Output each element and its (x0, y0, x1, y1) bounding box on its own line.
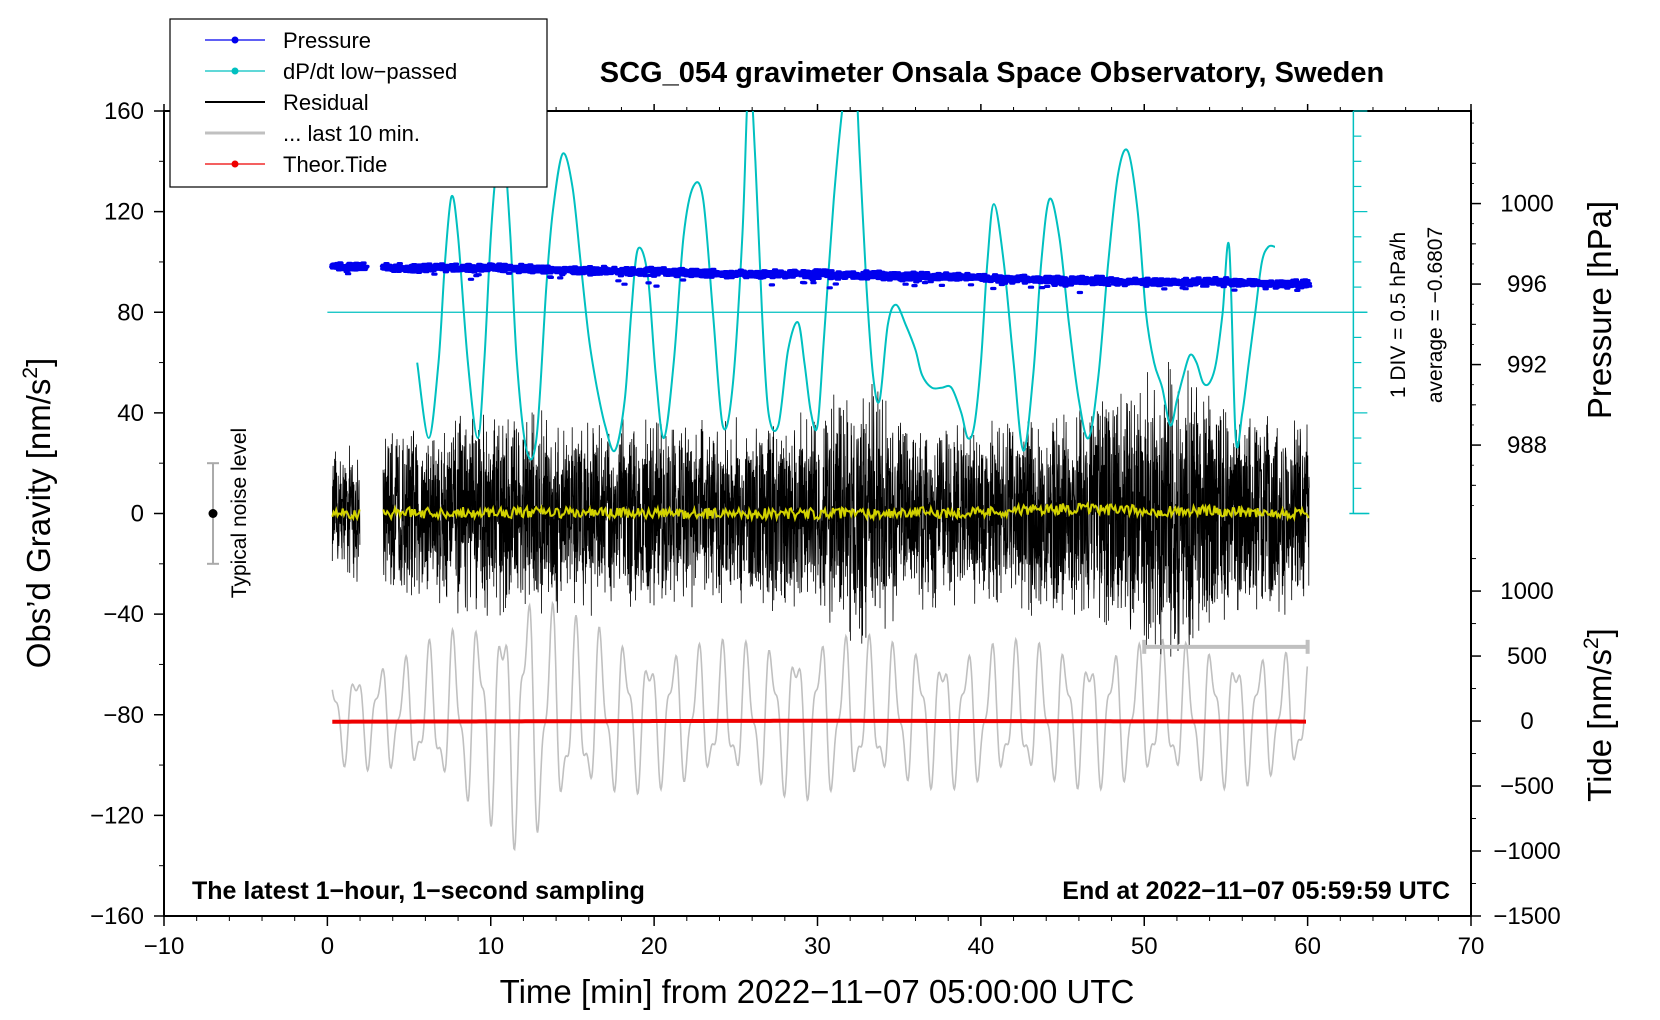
y-tick-label: 40 (117, 400, 144, 427)
series-last-10-min (331, 600, 1309, 852)
legend-marker (231, 36, 239, 44)
pressure-dots (329, 261, 1313, 295)
x-tick-label: 40 (968, 933, 995, 960)
x-tick-label: 30 (804, 933, 831, 960)
y-axis-tide-title: Tide [nm/s2] (1580, 628, 1618, 802)
tide-tick-label: −1000 (1493, 838, 1560, 865)
tide-tick-label: 1000 (1500, 578, 1553, 605)
legend: Pressure dP/dt low−passed Residual ... last… (169, 18, 548, 188)
dpdt-div-scale (1349, 110, 1370, 515)
x-axis-title: Time [min] from 2022−11−07 05:00:00 UTC (500, 973, 1135, 1010)
x-tick-label: 0 (321, 933, 334, 960)
annotation-sampling: The latest 1−hour, 1−second sampling (192, 877, 645, 905)
pressure-tick-label: 1000 (1500, 191, 1553, 218)
pressure-tick-label: 996 (1507, 271, 1547, 298)
series-residual-smoothed (331, 500, 1310, 523)
legend-label: Pressure (283, 28, 371, 53)
legend-marker (231, 160, 239, 168)
div-scale-label: 1 DIV = 0.5 hPa/h (1387, 232, 1410, 398)
annotation-end-time: End at 2022−11−07 05:59:59 UTC (1062, 877, 1450, 905)
last-10-min-line (331, 600, 1309, 852)
legend-label: Theor.Tide (283, 152, 387, 177)
legend-items: Pressure dP/dt low−passed Residual ... last… (205, 28, 457, 177)
y-tick-label: −80 (103, 702, 144, 729)
noise-level-label: Typical noise level (228, 428, 251, 598)
x-tick-label: 20 (641, 933, 668, 960)
series-theor-tide (332, 718, 1306, 724)
pressure-tick-label: 988 (1507, 432, 1547, 459)
tide-tick-label: 0 (1520, 708, 1533, 735)
y-tick-label: −40 (103, 601, 144, 628)
theor-tide-line (332, 718, 1306, 724)
overlay-markers (207, 462, 1310, 654)
legend-label: Residual (283, 90, 369, 115)
residual-smoothed-line (331, 500, 1310, 523)
x-tick-label: 60 (1294, 933, 1321, 960)
x-tick-label: −10 (144, 933, 185, 960)
x-axis: −10 0 10 20 30 40 50 60 70 (144, 104, 1485, 960)
dpdt-line (416, 111, 1276, 461)
y-tick-label: 160 (104, 98, 144, 125)
series-residual (331, 361, 1310, 657)
y-tick-label: 120 (104, 199, 144, 226)
tide-tick-label: −500 (1500, 773, 1554, 800)
residual-line (331, 361, 1310, 657)
x-tick-label: 50 (1131, 933, 1158, 960)
legend-label: ... last 10 min. (283, 121, 420, 146)
y-axis-tide: 1000 500 0 −500 −1000 −1500 (1471, 558, 1561, 930)
series-pressure (329, 261, 1313, 295)
y-axis-pressure: 1000 996 992 988 (1471, 122, 1554, 506)
y-axis-left: 160 120 80 40 0 −40 −80 −120 −160 (90, 98, 164, 930)
x-tick-label: 70 (1458, 933, 1485, 960)
noise-bar-center (208, 509, 218, 518)
chart-title: SCG_054 gravimeter Onsala Space Observat… (600, 57, 1384, 89)
average-label: average = −0.6807 (1424, 227, 1447, 403)
legend-marker (231, 67, 239, 75)
series-dpdt-low-passed (327, 111, 1368, 461)
plot-area (327, 111, 1368, 852)
pressure-tick-label: 992 (1507, 352, 1547, 379)
y-tick-label: −160 (90, 903, 144, 930)
y-tick-label: 0 (131, 501, 144, 528)
tide-tick-label: 500 (1507, 643, 1547, 670)
legend-label: dP/dt low−passed (283, 59, 457, 84)
y-axis-left-title: Obs’d Gravity [nm/s2] (19, 358, 57, 669)
y-axis-pressure-title: Pressure [hPa] (1581, 201, 1618, 419)
y-tick-label: 80 (117, 299, 144, 326)
tide-tick-label: −1500 (1493, 903, 1560, 930)
x-tick-label: 10 (477, 933, 504, 960)
y-tick-label: −120 (90, 802, 144, 829)
